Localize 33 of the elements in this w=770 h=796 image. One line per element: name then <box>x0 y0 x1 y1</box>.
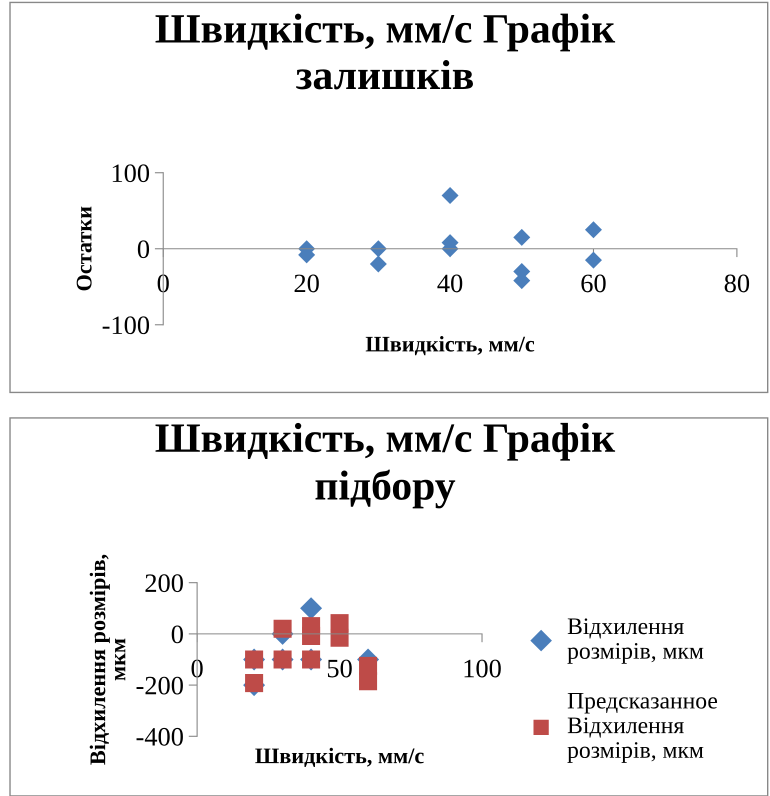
point <box>359 672 378 690</box>
point <box>245 674 264 692</box>
x-tick-label: 60 <box>581 274 606 292</box>
point <box>585 222 602 238</box>
chart-title: Швидкість, мм/с Графік підбору <box>156 422 616 508</box>
y-tick-label: 0 <box>172 625 183 644</box>
x-tick-label: 50 <box>328 660 352 678</box>
x-tick-label: 20 <box>294 274 319 292</box>
point <box>274 620 292 638</box>
y-tick-label: -200 <box>136 676 183 695</box>
chart-title: Швидкість, мм/с Графік залишків <box>156 14 616 90</box>
point <box>300 598 322 619</box>
x-tick-label: 40 <box>437 274 462 292</box>
point <box>330 614 349 632</box>
y-tick-label: 0 <box>138 240 150 258</box>
legend-label: Предсказанное Відхилення розмірів, мкм <box>567 692 718 763</box>
x-axis-title: Швидкість, мм/с <box>366 336 534 356</box>
y-tick-label: -400 <box>136 728 183 746</box>
x-tick-label: 0 <box>192 660 203 678</box>
point <box>302 626 320 645</box>
y-tick-label: 200 <box>146 574 183 592</box>
x-tick-label: 100 <box>464 660 501 678</box>
y-axis-title: Остатки <box>76 206 92 290</box>
y-axis-title: Відхилення розмірів, мкм <box>90 554 126 765</box>
point <box>514 229 530 246</box>
y-tick-label: 100 <box>112 164 150 182</box>
y-tick-label: -100 <box>102 316 150 334</box>
x-axis-title: Швидкість, мм/с <box>255 748 424 768</box>
legend-label: Відхилення розмірів, мкм <box>567 618 704 664</box>
point <box>585 252 602 268</box>
point <box>442 187 458 204</box>
point <box>370 256 387 272</box>
x-tick-label: 80 <box>724 274 750 292</box>
